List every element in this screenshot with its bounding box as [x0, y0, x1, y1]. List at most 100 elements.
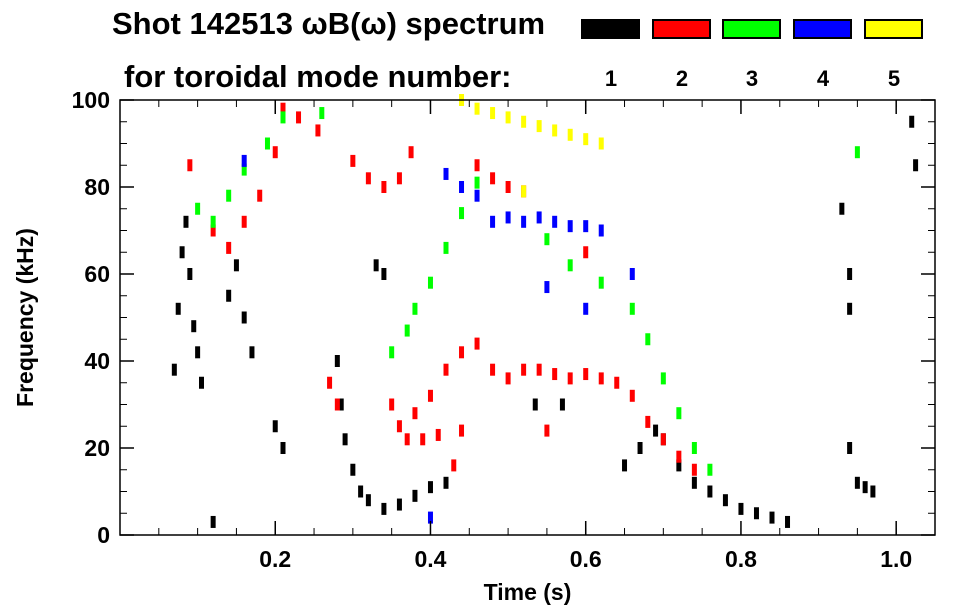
data-point-n3 [280, 111, 286, 124]
legend-label-n2: 2 [675, 66, 689, 91]
data-point-n4 [629, 268, 635, 280]
data-point-n4 [459, 181, 465, 193]
data-point-n2 [490, 363, 496, 376]
data-point-n4 [583, 220, 589, 233]
data-point-n3 [645, 333, 651, 346]
data-point-n2 [280, 102, 286, 115]
data-point-n2 [645, 415, 651, 428]
data-point-n1 [191, 320, 197, 333]
data-point-n1 [381, 502, 387, 515]
data-point-n2 [420, 433, 426, 446]
data-point-n1 [272, 420, 278, 433]
data-point-n2 [443, 363, 449, 376]
data-point-n2 [583, 368, 589, 381]
data-point-n1 [427, 481, 433, 494]
data-point-n1 [373, 259, 379, 272]
data-point-n1 [785, 515, 791, 528]
data-point-n1 [691, 476, 697, 489]
chart-subtitle: for toroidal mode number: [124, 59, 512, 94]
data-point-n1 [847, 442, 853, 454]
legend-swatch-n1 [581, 19, 640, 39]
data-marks [171, 94, 919, 528]
data-point-n1 [280, 442, 286, 454]
data-point-n4 [536, 211, 542, 224]
y-tick-label: 20 [84, 435, 110, 461]
data-point-n1 [870, 485, 876, 498]
data-point-n3 [443, 241, 449, 254]
data-point-n2 [210, 224, 216, 237]
x-tick-label: 1.0 [880, 546, 912, 572]
data-point-n1 [183, 215, 189, 228]
data-point-n3 [629, 302, 635, 315]
x-axis-label: Time (s) [484, 579, 572, 605]
data-point-n3 [660, 372, 666, 385]
y-tick-label: 40 [84, 348, 110, 374]
data-point-n2 [459, 346, 465, 359]
data-point-n2 [629, 389, 635, 402]
data-point-n5 [474, 102, 480, 115]
data-point-n2 [691, 463, 697, 476]
data-point-n2 [327, 376, 333, 389]
data-point-n2 [296, 111, 302, 124]
data-point-n1 [175, 302, 181, 315]
chart-title: Shot 142513 ωB(ω) spectrum [112, 6, 546, 41]
data-point-n1 [753, 507, 759, 520]
data-point-n2 [381, 181, 387, 193]
data-point-n3 [567, 259, 573, 272]
data-point-n1 [358, 485, 364, 498]
data-point-n2 [350, 154, 356, 167]
data-point-n1 [722, 494, 728, 507]
data-point-n2 [474, 337, 480, 350]
data-point-n1 [909, 115, 915, 128]
data-point-n3 [707, 463, 713, 476]
data-point-n2 [226, 241, 232, 254]
data-point-n2 [583, 246, 589, 259]
data-point-n2 [474, 159, 480, 172]
data-point-n2 [435, 428, 441, 441]
data-point-n2 [389, 398, 395, 411]
x-tick-label: 0.8 [725, 546, 757, 572]
data-point-n2 [315, 124, 321, 137]
data-point-n2 [396, 420, 402, 433]
data-point-n2 [451, 459, 457, 472]
data-point-n3 [389, 346, 395, 359]
data-point-n5 [490, 107, 496, 120]
data-point-n4 [490, 215, 496, 228]
data-point-n2 [334, 398, 340, 411]
data-point-n2 [272, 146, 278, 159]
data-point-n2 [427, 389, 433, 402]
data-point-n3 [427, 276, 433, 289]
data-point-n1 [187, 268, 193, 280]
data-point-n1 [676, 459, 682, 472]
data-point-n1 [847, 302, 853, 315]
data-point-n1 [862, 481, 868, 494]
y-axis-label: Frequency (kHz) [12, 228, 38, 407]
data-point-n2 [544, 424, 550, 437]
data-point-n1 [342, 433, 348, 446]
x-tick-label: 0.4 [414, 546, 446, 572]
data-point-n3 [264, 137, 270, 150]
data-point-n3 [691, 442, 697, 454]
data-point-n2 [505, 372, 511, 385]
data-point-n2 [257, 189, 263, 202]
data-point-n5 [536, 120, 542, 133]
data-point-n5 [598, 137, 604, 150]
data-point-n2 [459, 424, 465, 437]
legend-label-n3: 3 [745, 66, 759, 91]
data-point-n4 [544, 281, 550, 294]
data-point-n4 [427, 511, 433, 524]
data-point-n2 [676, 450, 682, 463]
data-point-n4 [598, 224, 604, 237]
data-point-n1 [365, 494, 371, 507]
data-point-n4 [567, 220, 573, 233]
data-point-n3 [676, 407, 682, 420]
data-point-n2 [505, 181, 511, 193]
data-point-n2 [396, 172, 402, 185]
data-point-n2 [567, 372, 573, 385]
x-tick-label: 0.6 [570, 546, 602, 572]
data-point-n1 [412, 489, 418, 502]
data-point-n2 [187, 159, 193, 172]
axis-ticks: 0.2 0.4 0.6 0.8 1.0 0 20 40 60 80 100 [72, 87, 935, 572]
